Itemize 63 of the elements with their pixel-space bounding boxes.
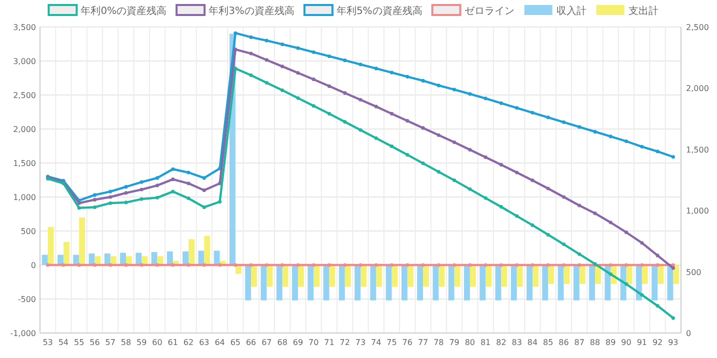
x-tick-label: 83: [512, 338, 522, 347]
legend-label: 年利3%の資産残高: [208, 5, 294, 17]
x-tick-label: 92: [652, 338, 663, 347]
x-tick-label: 61: [168, 338, 178, 347]
x-tick-label: 86: [558, 338, 569, 347]
legend-label: 年利0%の資産残高: [80, 5, 167, 17]
y2-tick-label: 500: [686, 268, 702, 277]
y2-tick-label: 1,500: [686, 145, 709, 154]
x-tick-label: 65: [230, 338, 241, 347]
legend-label: 年利5%の資産残高: [336, 5, 422, 17]
x-tick-label: 55: [74, 338, 84, 347]
x-tick-label: 87: [574, 338, 584, 347]
y-tick-label: 2,000: [13, 125, 36, 134]
x-tick-label: 72: [340, 338, 350, 347]
legend-label: 収入計: [556, 5, 586, 17]
y-tick-label: 1,000: [13, 193, 36, 202]
y-tick-label: 0: [30, 261, 36, 270]
y-tick-label: -1,000: [10, 329, 36, 338]
x-tick-label: 91: [636, 338, 648, 347]
legend-label: 支出計: [628, 5, 658, 17]
y-tick-label: 500: [20, 227, 36, 236]
x-tick-label: 54: [58, 338, 69, 347]
x-tick-label: 84: [527, 338, 538, 347]
x-tick-label: 56: [90, 338, 100, 347]
x-tick-label: 82: [496, 338, 506, 347]
y-tick-label: 2,500: [13, 91, 36, 100]
x-tick-label: 93: [668, 338, 678, 347]
x-tick-label: 73: [355, 338, 366, 347]
x-tick-label: 59: [136, 338, 147, 347]
y-tick-label: 3,500: [13, 23, 36, 32]
x-tick-label: 62: [183, 338, 194, 347]
y-tick-label: 1,500: [13, 159, 36, 168]
x-tick-label: 66: [246, 338, 256, 347]
x-tick-label: 53: [42, 338, 53, 347]
x-tick-label: 57: [105, 338, 116, 347]
y-tick-label: 3,000: [13, 57, 36, 66]
x-tick-label: 70: [308, 338, 319, 347]
x-tick-label: 64: [214, 338, 225, 347]
y2-tick-label: 2,000: [686, 84, 709, 94]
x-tick-label: 80: [464, 338, 476, 347]
x-tick-label: 75: [386, 338, 397, 347]
x-tick-label: 89: [606, 338, 616, 347]
x-tick-label: 71: [324, 338, 334, 347]
x-tick-label: 88: [590, 338, 600, 347]
x-tick-label: 90: [621, 338, 632, 347]
x-tick-label: 69: [292, 338, 304, 347]
x-tick-label: 79: [449, 338, 460, 347]
y2-tick-label: 1,000: [686, 206, 709, 216]
x-tick-label: 78: [434, 338, 444, 347]
x-tick-label: 60: [152, 338, 162, 347]
x-tick-label: 68: [277, 338, 288, 347]
x-tick-label: 74: [371, 338, 382, 347]
x-tick-label: 58: [120, 338, 132, 347]
x-tick-label: 76: [402, 338, 412, 347]
x-tick-label: 77: [418, 338, 428, 347]
x-tick-label: 81: [480, 338, 491, 347]
x-tick-label: 67: [262, 338, 272, 347]
legend-label: ゼロライン: [464, 6, 514, 17]
y-tick-label: -500: [18, 295, 36, 304]
y2-tick-label: 0: [686, 329, 692, 338]
y2-tick-label: 2,500: [686, 23, 709, 32]
x-tick-label: 63: [199, 338, 210, 347]
x-tick-label: 85: [543, 338, 554, 347]
